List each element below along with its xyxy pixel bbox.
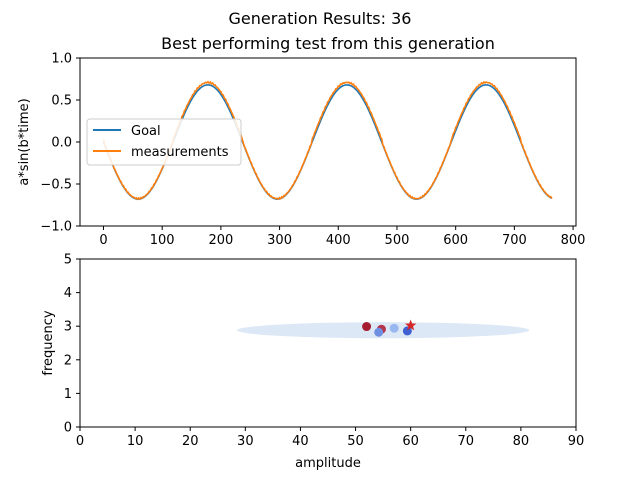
top-y-tick-label: 1.0: [51, 52, 72, 67]
top-y-axis-label: a*sin(b*time): [17, 98, 32, 185]
top-axes: 0 100 200 300 400 500 600 700 800 −1.0 −0.5 0.0 0.5 1…: [40, 52, 585, 249]
bottom-y-tick-label: 1: [64, 387, 72, 402]
bottom-plot-frame: [79, 258, 577, 428]
figure-title: Generation Results: 36: [229, 9, 412, 28]
bottom-x-tick-label: 40: [292, 434, 309, 449]
bottom-axes: 0 10 20 30 40 50 60 70 80 90 0 1 2 3 4 5: [64, 253, 585, 450]
top-y-tick-label: 0.0: [51, 136, 72, 151]
top-x-tick-label: 200: [208, 233, 233, 248]
bottom-x-tick-label: 0: [76, 434, 84, 449]
target-star-marker: [404, 319, 417, 331]
bottom-x-axis-label: amplitude: [295, 456, 361, 471]
bottom-y-tick-label: 4: [64, 286, 72, 301]
top-plot-frame: [79, 57, 577, 227]
legend-label-goal: Goal: [131, 124, 161, 139]
legend-label-measurements: measurements: [131, 145, 229, 160]
top-x-tick-label: 500: [385, 233, 410, 248]
top-x-tick-label: 0: [99, 233, 107, 248]
bottom-x-tick-label: 10: [127, 434, 144, 449]
bottom-y-tick-label: 5: [64, 253, 72, 268]
top-x-tick-label: 600: [443, 233, 468, 248]
bottom-y-axis-label: frequency: [41, 310, 56, 376]
bottom-scatter-chart: 0 10 20 30 40 50 60 70 80 90 0 1 2 3 4 5 amplitude freq…: [41, 253, 584, 472]
bottom-x-tick-label: 80: [513, 434, 530, 449]
bottom-marks-group: [237, 319, 530, 339]
legend-box: [86, 118, 242, 166]
bottom-y-tick-label: 3: [64, 320, 72, 335]
top-line-chart: Best performing test from this generatio…: [17, 34, 585, 248]
scatter-point: [389, 323, 399, 333]
top-y-tick-label: −0.5: [40, 178, 72, 193]
bottom-x-tick-label: 30: [237, 434, 254, 449]
top-legend: Goal measurements: [86, 118, 242, 166]
top-x-tick-label: 300: [267, 233, 292, 248]
bottom-x-tick-label: 70: [458, 434, 475, 449]
bottom-y-tick-label: 2: [64, 353, 72, 368]
top-x-tick-label: 800: [561, 233, 586, 248]
bottom-x-tick-label: 50: [347, 434, 364, 449]
top-x-tick-label: 400: [326, 233, 351, 248]
bottom-x-tick-label: 60: [402, 434, 419, 449]
top-y-tick-label: 0.5: [51, 94, 72, 109]
bottom-x-tick-label: 90: [568, 434, 585, 449]
top-x-tick-label: 700: [502, 233, 527, 248]
top-x-tick-label: 100: [150, 233, 175, 248]
top-y-tick-label: −1.0: [40, 220, 72, 235]
scatter-point: [362, 322, 372, 332]
bottom-y-tick-label: 0: [64, 421, 72, 436]
bottom-x-tick-label: 20: [182, 434, 199, 449]
top-chart-title: Best performing test from this generatio…: [161, 34, 495, 53]
scatter-point: [374, 327, 384, 337]
